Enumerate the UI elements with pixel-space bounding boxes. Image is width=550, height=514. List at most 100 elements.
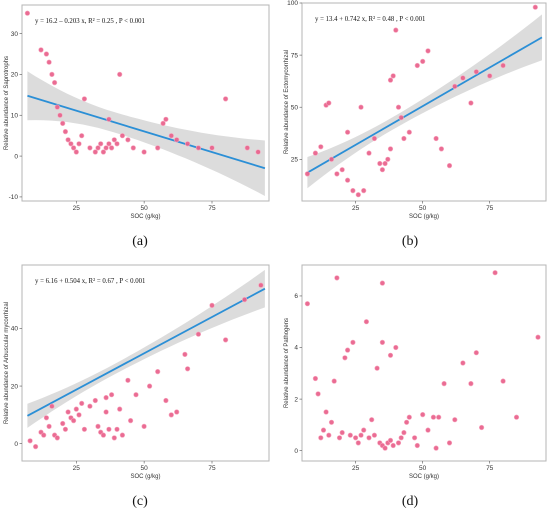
panel-b-point-33 xyxy=(446,163,453,169)
panel-d-point-56 xyxy=(513,414,520,420)
panel-a-point-6 xyxy=(54,104,60,110)
panel-c-point-13 xyxy=(70,418,77,424)
panel-b-point-26 xyxy=(401,135,407,142)
panel-a-point-35 xyxy=(163,116,169,122)
panel-c-point-20 xyxy=(95,423,101,430)
panel-b-point-14 xyxy=(366,150,372,156)
panel-b-point-15 xyxy=(371,135,378,142)
panel-d-point-1 xyxy=(312,375,319,382)
panel-d-point-9 xyxy=(334,275,340,281)
panel-a-fit-line xyxy=(27,94,266,170)
panel-d-point-23 xyxy=(371,432,378,438)
panel-c-label: (c) xyxy=(132,494,148,509)
panel-d-point-32 xyxy=(387,352,394,358)
panel-c-point-1 xyxy=(32,444,39,450)
panel-d-point-17 xyxy=(355,440,361,446)
panel-c-point-42 xyxy=(195,331,201,337)
panel-a-point-17 xyxy=(87,145,93,151)
panel-b-regression-annotation: y = 13.4 + 0.742 x, R² = 0.48 , P < 0.00… xyxy=(315,16,425,23)
panel-a-point-22 xyxy=(103,145,109,151)
panel-a-point-4 xyxy=(49,71,55,77)
panel-d-point-44 xyxy=(430,414,437,420)
panel-d-point-46 xyxy=(436,414,442,420)
panel-a-point-1 xyxy=(38,47,44,53)
panel-c-y-tick-label: 0 xyxy=(14,441,18,448)
panel-d-point-5 xyxy=(323,409,329,415)
panel-d-point-12 xyxy=(342,355,348,361)
panel-b-y-tick-label: 100 xyxy=(287,0,298,7)
panel-d-point-39 xyxy=(406,414,412,420)
panel-d-point-52 xyxy=(473,350,479,356)
panel-d-group: 25 50 75 0 2 4 6 SOC (g/kg) Relative abundance o… xyxy=(284,264,547,509)
panel-a-point-37 xyxy=(174,137,180,143)
panel-d-point-10 xyxy=(336,435,343,441)
panel-b-point-27 xyxy=(406,129,412,135)
panel-b-point-22 xyxy=(390,73,396,79)
panel-a-y-tick-label: -10 xyxy=(9,194,19,201)
panel-a-point-16 xyxy=(81,96,87,102)
panel-b-x-axis-label: SOC (g/kg) xyxy=(409,214,439,220)
panel-c-point-0 xyxy=(27,438,33,444)
panel-d-point-35 xyxy=(395,440,402,446)
panel-b-point-30 xyxy=(425,48,431,54)
panel-a-regression-annotation: y = 16.2 – 0.203 x, R² = 0.25 , P < 0.00… xyxy=(35,18,145,25)
panel-d-x-axis-label: SOC (g/kg) xyxy=(409,474,439,480)
panel-d-point-54 xyxy=(492,270,498,276)
panel-a-point-2 xyxy=(43,51,50,57)
panel-a-label: (a) xyxy=(132,234,148,249)
panel-c-point-8 xyxy=(54,435,60,441)
panel-d-point-40 xyxy=(412,435,418,441)
panel-d-point-13 xyxy=(345,347,351,353)
panel-a-point-20 xyxy=(98,141,104,147)
panel-d-point-31 xyxy=(387,437,394,444)
panel-d-point-41 xyxy=(414,442,420,449)
panel-a-point-31 xyxy=(130,145,136,151)
panel-a-group: 25 50 75 -10 0 10 20 30 SOC (g/kg) Relative abund… xyxy=(4,4,270,249)
panel-d-point-2 xyxy=(315,391,321,397)
panel-d-point-53 xyxy=(479,424,485,431)
panel-d-plot-frame xyxy=(301,264,547,462)
panel-b-point-10 xyxy=(350,188,356,194)
panel-c-point-23 xyxy=(103,409,109,415)
panel-c-x-tick-label: 25 xyxy=(73,465,81,472)
panel-c-point-41 xyxy=(185,366,191,372)
panel-b-y-tick-label: 50 xyxy=(291,104,299,111)
panel-a-confidence-band xyxy=(27,71,265,196)
panel-a-point-41 xyxy=(223,96,229,102)
panel-a-point-33 xyxy=(155,145,161,151)
panel-d-point-34 xyxy=(393,344,399,351)
panel-b-point-29 xyxy=(420,58,426,65)
panel-c-y-axis-label: Relative abundance of Arbuscular mycorrh… xyxy=(4,302,10,424)
panel-c-point-31 xyxy=(125,377,131,383)
panel-a-x-tick-label: 50 xyxy=(141,205,149,212)
panel-c-point-37 xyxy=(163,397,169,404)
panel-c-point-44 xyxy=(223,337,229,343)
panel-b-point-1 xyxy=(312,150,319,156)
panel-b-point-8 xyxy=(345,129,351,135)
panel-b-point-38 xyxy=(487,73,493,79)
panel-a-point-34 xyxy=(160,120,166,126)
panel-b-confidence-band xyxy=(307,14,542,189)
panel-a-point-43 xyxy=(255,149,261,155)
panel-b-point-39 xyxy=(500,62,506,69)
panel-a-point-40 xyxy=(209,145,215,151)
panel-d-point-37 xyxy=(401,430,407,436)
panel-d-point-18 xyxy=(358,432,364,438)
panel-a-point-27 xyxy=(114,141,120,147)
panel-a-point-24 xyxy=(106,116,112,122)
panel-c-x-tick-label: 75 xyxy=(208,465,216,472)
panel-a-y-tick-label: 20 xyxy=(11,72,19,79)
panel-b-point-23 xyxy=(393,27,399,33)
panel-c-point-32 xyxy=(128,418,134,424)
panel-b-point-4 xyxy=(326,100,332,106)
panel-c-point-45 xyxy=(242,297,248,303)
panel-b-point-2 xyxy=(318,144,324,150)
panel-c-point-26 xyxy=(108,392,115,398)
panel-a-point-0 xyxy=(24,10,31,16)
panel-c-point-19 xyxy=(92,397,98,404)
panel-a-point-18 xyxy=(92,149,98,155)
panel-c-point-43 xyxy=(209,302,215,309)
panel-b-label: (b) xyxy=(402,234,419,249)
panel-c-point-3 xyxy=(41,432,47,438)
